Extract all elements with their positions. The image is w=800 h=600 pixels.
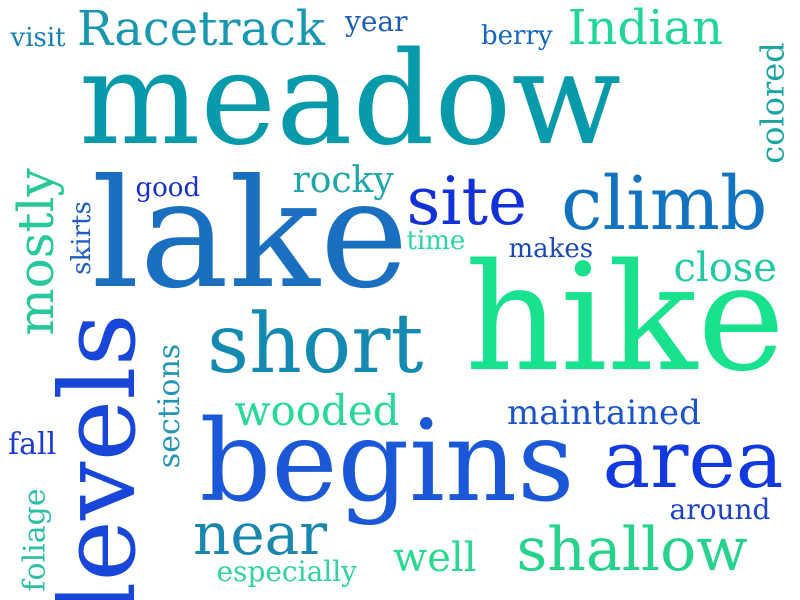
word-climb: climb (561, 161, 768, 247)
word-well: well (393, 535, 477, 581)
word-year: year (345, 5, 408, 38)
word-around: around (669, 493, 771, 526)
word-indian: Indian (567, 0, 723, 56)
word-foliage: foliage (17, 488, 53, 592)
word-area: area (602, 413, 784, 506)
word-especially: especially (216, 555, 358, 588)
word-begins: begins (199, 397, 575, 527)
word-maintained: maintained (507, 393, 701, 433)
word-wooded: wooded (234, 386, 400, 435)
word-lake: lake (91, 148, 409, 322)
word-short: short (207, 297, 424, 392)
word-skirts: skirts (66, 201, 97, 275)
word-racetrack: Racetrack (77, 1, 325, 57)
word-near: near (193, 500, 327, 568)
word-meadow: meadow (79, 25, 621, 174)
word-visit: visit (10, 23, 66, 53)
word-shallow: shallow (516, 515, 748, 585)
word-hike: hike (465, 232, 785, 404)
word-time: time (406, 226, 466, 256)
word-sections: sections (152, 343, 188, 469)
word-site: site (406, 163, 528, 240)
word-levels: levels (36, 313, 159, 600)
word-berry: berry (481, 21, 553, 51)
word-rocky: rocky (292, 160, 394, 201)
word-colored: colored (753, 42, 792, 164)
word-fall: fall (8, 427, 57, 462)
word-good: good (135, 173, 201, 203)
word-close: close (673, 245, 777, 291)
word-mostly: mostly (6, 168, 65, 336)
word-makes: makes (508, 234, 594, 264)
